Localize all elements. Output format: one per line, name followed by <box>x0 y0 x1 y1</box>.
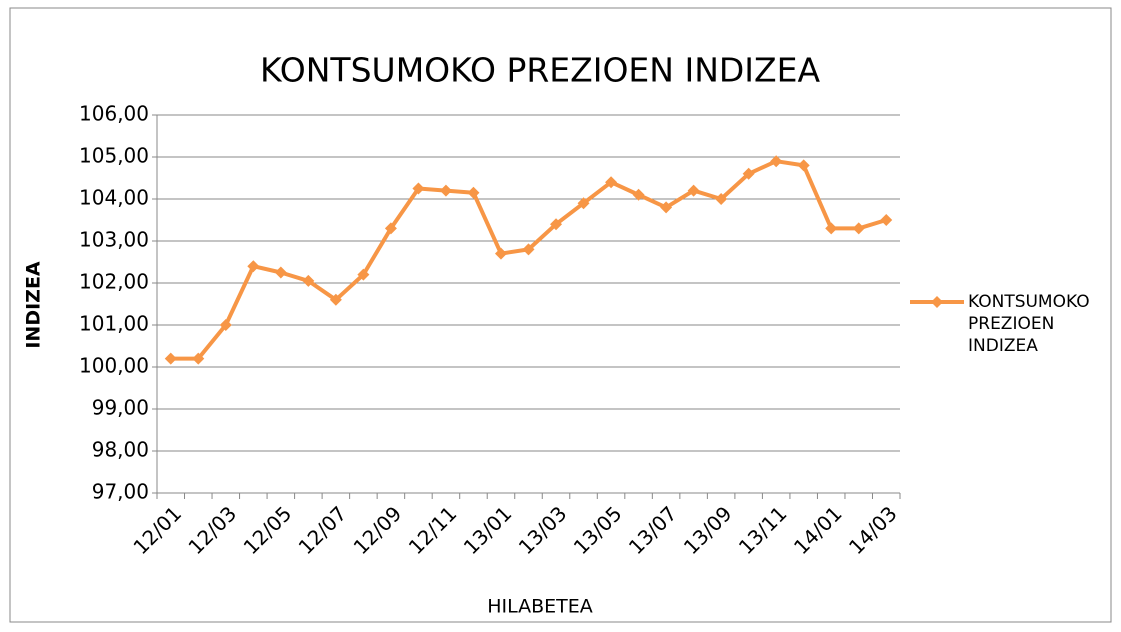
y-tick-label: 100,00 <box>79 354 149 378</box>
marker <box>247 260 260 273</box>
marker <box>274 266 287 279</box>
marker <box>494 247 507 260</box>
y-tick-label: 103,00 <box>79 228 149 252</box>
chart-title: KONTSUMOKO PREZIOEN INDIZEA <box>260 51 821 90</box>
marker <box>550 218 563 231</box>
y-tick-label: 99,00 <box>92 396 149 420</box>
marker <box>439 184 452 197</box>
y-tick-label: 106,00 <box>79 102 149 126</box>
marker <box>192 352 205 365</box>
chart-border <box>9 7 1112 623</box>
marker <box>329 293 342 306</box>
marker <box>852 222 865 235</box>
marker <box>522 243 535 256</box>
y-tick-label: 101,00 <box>79 312 149 336</box>
marker <box>412 182 425 195</box>
marker <box>467 186 480 199</box>
marker <box>219 319 232 331</box>
marker <box>797 159 810 172</box>
y-axis-label: INDIZEA <box>23 261 45 349</box>
marker <box>825 222 838 235</box>
marker <box>632 188 645 201</box>
y-tick-label: 98,00 <box>92 438 149 462</box>
legend-marker <box>931 296 943 308</box>
y-tick-label: 102,00 <box>79 270 149 294</box>
y-tick-label: 97,00 <box>92 480 149 504</box>
marker <box>577 197 590 210</box>
x-axis-label: HILABETEA <box>487 596 593 618</box>
marker <box>660 201 673 214</box>
y-tick-label: 104,00 <box>79 186 149 210</box>
legend-label: KONTSUMOKO PREZIOEN INDIZEA <box>968 292 1090 356</box>
marker <box>384 222 397 235</box>
marker <box>770 155 783 168</box>
marker <box>357 268 370 281</box>
marker <box>715 193 728 205</box>
y-tick-label: 105,00 <box>79 144 149 168</box>
marker <box>302 274 315 287</box>
marker <box>687 184 700 197</box>
marker <box>605 176 618 189</box>
marker <box>164 352 177 365</box>
marker <box>742 167 755 180</box>
marker <box>880 214 893 226</box>
